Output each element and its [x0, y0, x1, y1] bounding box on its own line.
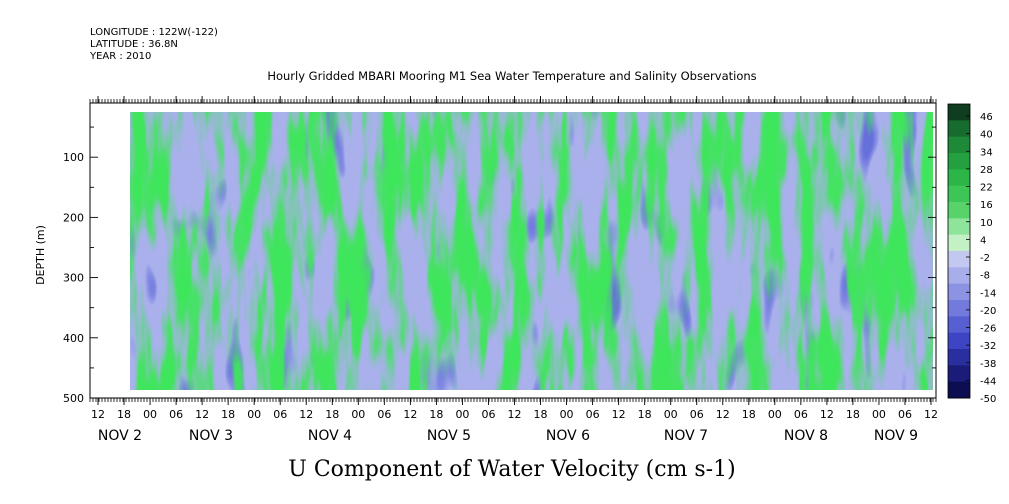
header-latitude: LATITUDE : 36.8N	[90, 39, 178, 50]
x-hour-tick-label: 06	[169, 408, 183, 421]
x-day-label: NOV 4	[308, 428, 352, 444]
colorbar-label: 40	[980, 130, 993, 141]
colorbar-segment	[948, 332, 970, 350]
colorbar-segment	[948, 234, 970, 252]
x-hour-tick-label: 18	[742, 408, 756, 421]
bottom-minor-ticks	[89, 398, 937, 402]
colorbar-label: -8	[980, 271, 990, 282]
y-axis-ticks: 100 200 300 400 500	[63, 126, 936, 405]
x-day-label: NOV 3	[189, 428, 233, 444]
colorbar-label: -26	[980, 324, 996, 335]
colorbar-segment	[948, 202, 970, 219]
x-hour-tick-label: 00	[560, 408, 574, 421]
x-hour-tick-label: 12	[91, 408, 105, 421]
colorbar-label: 34	[980, 147, 993, 158]
colorbar-label: -14	[980, 288, 996, 299]
x-day-label: NOV 8	[784, 428, 828, 444]
header-year: YEAR : 2010	[89, 51, 151, 62]
colorbar-label: -2	[980, 253, 990, 264]
x-hour-tick-label: 00	[351, 408, 365, 421]
x-hour-tick-label: 00	[664, 408, 678, 421]
heatmap-field	[130, 112, 933, 390]
colorbar-label: -50	[980, 394, 996, 405]
colorbar-label: 46	[980, 112, 993, 123]
x-hour-tick-label: 18	[325, 408, 339, 421]
x-day-label: NOV 7	[664, 428, 708, 444]
chart-title: Hourly Gridded MBARI Mooring M1 Sea Wate…	[267, 69, 756, 83]
x-hour-tick-label: 12	[299, 408, 313, 421]
colorbar-segment	[948, 136, 970, 154]
header-longitude: LONGITUDE : 122W(-122)	[90, 27, 218, 38]
x-hour-tick-label: 00	[455, 408, 469, 421]
x-axis-label: U Component of Water Velocity (cm s-1)	[288, 457, 735, 482]
x-hour-tick-label: 06	[794, 408, 808, 421]
x-hour-tick-label: 00	[247, 408, 261, 421]
colorbar-segment	[948, 120, 970, 138]
x-hour-tick-label: 00	[872, 408, 886, 421]
x-hour-tick-label: 18	[638, 408, 652, 421]
x-hour-tick-label: 12	[820, 408, 834, 421]
x-hour-tick-label: 00	[768, 408, 782, 421]
x-day-label: NOV 5	[427, 428, 471, 444]
colorbar-labels: 46 40 34 28 22 16 10 4 -2 -8 -14 -20 -26 -32 -38 -44 -50	[980, 112, 996, 405]
x-hour-tick-label: 12	[716, 408, 730, 421]
colorbar-segment	[948, 283, 970, 301]
colorbar-label: -32	[980, 341, 996, 352]
x-hour-tick-label: 06	[377, 408, 391, 421]
top-minor-ticks	[89, 99, 937, 103]
y-tick-label: 200	[63, 211, 84, 224]
colorbar-label: 16	[980, 200, 993, 211]
x-hour-tick-label: 18	[846, 408, 860, 421]
colorbar-label: 22	[980, 183, 993, 194]
x-hour-tick-label: 12	[508, 408, 522, 421]
x-hour-tick-label: 12	[195, 408, 209, 421]
x-hour-tick-label: 18	[534, 408, 548, 421]
x-hour-tick-labels: 12 18 00 06 12 18 00 06 12 18 00 06 12 18 00 06 12 18 00 06…	[91, 96, 938, 421]
colorbar-label: -44	[980, 376, 996, 387]
x-day-label: NOV 2	[98, 428, 142, 444]
y-tick-label: 500	[63, 392, 84, 405]
colorbar-segment	[948, 267, 970, 285]
colorbar	[947, 103, 971, 399]
x-hour-tick-label: 00	[143, 408, 157, 421]
x-hour-tick-label: 06	[586, 408, 600, 421]
colorbar-segment	[948, 365, 970, 383]
y-tick-label: 300	[63, 272, 84, 285]
x-hour-tick-label: 06	[481, 408, 495, 421]
colorbar-label: 4	[980, 235, 986, 246]
colorbar-segment	[948, 185, 970, 203]
colorbar-label: 10	[980, 218, 993, 229]
colorbar-segment	[948, 153, 970, 170]
x-day-labels: NOV 2 NOV 3 NOV 4 NOV 5 NOV 6 NOV 7 NOV 8 NOV 9	[98, 428, 918, 444]
y-tick-label: 400	[63, 332, 84, 345]
colorbar-segment	[948, 169, 970, 187]
colorbar-segment	[948, 316, 970, 334]
x-hour-tick-label: 18	[221, 408, 235, 421]
colorbar-segment	[948, 104, 970, 121]
colorbar-segment	[948, 218, 970, 236]
x-hour-tick-label: 06	[690, 408, 704, 421]
colorbar-label: -38	[980, 359, 996, 370]
x-day-label: NOV 9	[874, 428, 918, 444]
colorbar-label: -20	[980, 306, 996, 317]
y-axis-label: DEPTH (m)	[34, 225, 47, 285]
x-hour-tick-label: 06	[273, 408, 287, 421]
colorbar-label: 28	[980, 165, 993, 176]
y-tick-label: 100	[63, 151, 84, 164]
colorbar-segment	[948, 300, 970, 317]
x-hour-tick-label: 12	[924, 408, 938, 421]
x-hour-tick-label: 18	[117, 408, 131, 421]
x-hour-tick-label: 12	[403, 408, 417, 421]
colorbar-segment	[948, 349, 970, 366]
x-hour-tick-label: 06	[898, 408, 912, 421]
colorbar-frame	[947, 103, 971, 399]
colorbar-segment	[948, 251, 970, 268]
x-day-label: NOV 6	[546, 428, 590, 444]
colorbar-segment	[948, 381, 970, 399]
x-hour-tick-label: 12	[612, 408, 626, 421]
x-hour-tick-label: 18	[429, 408, 443, 421]
